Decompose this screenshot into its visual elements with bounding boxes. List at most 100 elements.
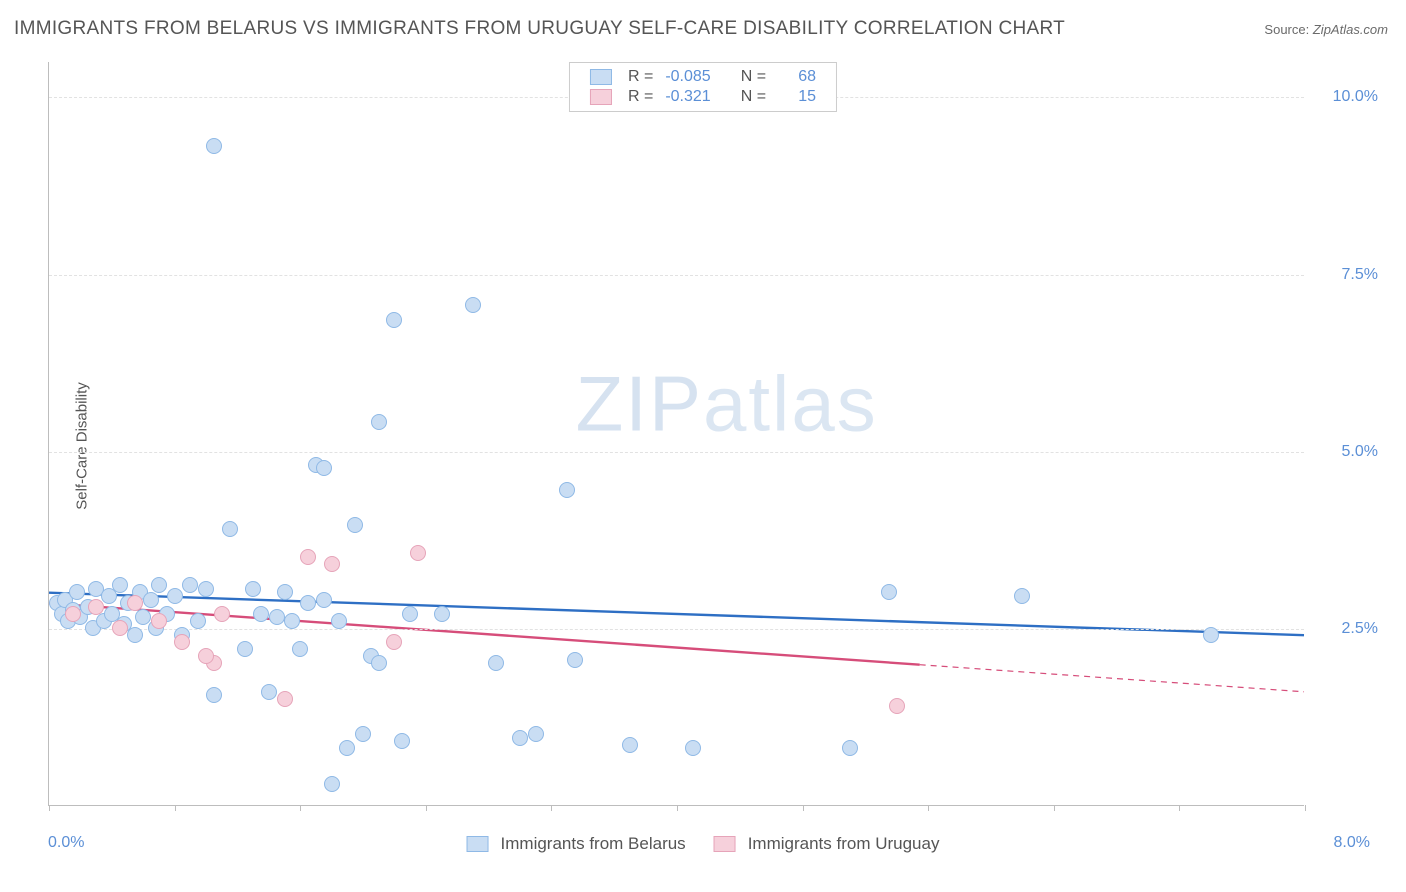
source-attribution: Source: ZipAtlas.com (1264, 22, 1388, 37)
legend-stat-row: R =-0.321 N =15 (584, 87, 822, 107)
data-point (410, 545, 426, 561)
source-value: ZipAtlas.com (1313, 22, 1388, 37)
data-point (206, 138, 222, 154)
n-value: 68 (772, 67, 822, 87)
x-tick (1305, 805, 1306, 811)
x-tick (928, 805, 929, 811)
data-point (324, 556, 340, 572)
data-point (65, 606, 81, 622)
data-point (190, 613, 206, 629)
legend-stats-box: R =-0.085 N =68 R =-0.321 N =15 (569, 62, 837, 112)
x-tick (677, 805, 678, 811)
r-value: -0.085 (659, 67, 716, 87)
legend-series: Immigrants from Belarus Immigrants from U… (467, 834, 940, 854)
x-tick (551, 805, 552, 811)
data-point (355, 726, 371, 742)
data-point (277, 691, 293, 707)
source-label: Source: (1264, 22, 1309, 37)
data-point (394, 733, 410, 749)
trend-line-dashed (920, 665, 1304, 692)
data-point (488, 655, 504, 671)
x-tick (175, 805, 176, 811)
legend-item: Immigrants from Uruguay (714, 834, 940, 854)
data-point (622, 737, 638, 753)
data-point (269, 609, 285, 625)
r-label: R = (622, 67, 659, 87)
data-point (261, 684, 277, 700)
data-point (292, 641, 308, 657)
legend-stats-table: R =-0.085 N =68 R =-0.321 N =15 (584, 67, 822, 107)
data-point (237, 641, 253, 657)
watermark-bold: ZIP (576, 359, 703, 447)
y-tick-label: 10.0% (1333, 88, 1378, 106)
data-point (567, 652, 583, 668)
legend-stat-row: R =-0.085 N =68 (584, 67, 822, 87)
gridline (49, 452, 1304, 453)
data-point (245, 581, 261, 597)
legend-label: Immigrants from Belarus (501, 834, 686, 854)
plot-area: ZIPatlas (48, 62, 1304, 806)
data-point (331, 613, 347, 629)
data-point (206, 687, 222, 703)
data-point (127, 595, 143, 611)
gridline (49, 629, 1304, 630)
y-tick-label: 5.0% (1342, 443, 1378, 461)
data-point (386, 634, 402, 650)
data-point (151, 613, 167, 629)
data-point (88, 599, 104, 615)
data-point (112, 620, 128, 636)
x-tick-label-max: 8.0% (1334, 834, 1370, 852)
y-tick-label: 7.5% (1342, 266, 1378, 284)
data-point (167, 588, 183, 604)
n-value: 15 (772, 87, 822, 107)
data-point (1014, 588, 1030, 604)
legend-item: Immigrants from Belarus (467, 834, 686, 854)
data-point (386, 312, 402, 328)
data-point (512, 730, 528, 746)
data-point (214, 606, 230, 622)
data-point (277, 584, 293, 600)
data-point (69, 584, 85, 600)
trend-lines-svg (49, 62, 1304, 805)
data-point (371, 655, 387, 671)
data-point (198, 648, 214, 664)
n-label: N = (735, 87, 772, 107)
data-point (284, 613, 300, 629)
data-point (222, 521, 238, 537)
data-point (324, 776, 340, 792)
x-tick (1054, 805, 1055, 811)
data-point (182, 577, 198, 593)
data-point (316, 460, 332, 476)
x-tick (49, 805, 50, 811)
x-tick-label-min: 0.0% (48, 834, 84, 852)
watermark-thin: atlas (703, 359, 878, 447)
data-point (685, 740, 701, 756)
data-point (174, 634, 190, 650)
legend-swatch (590, 89, 612, 105)
data-point (151, 577, 167, 593)
data-point (127, 627, 143, 643)
data-point (347, 517, 363, 533)
data-point (198, 581, 214, 597)
data-point (316, 592, 332, 608)
r-value: -0.321 (659, 87, 716, 107)
chart-title: IMMIGRANTS FROM BELARUS VS IMMIGRANTS FR… (14, 18, 1065, 40)
r-label: R = (622, 87, 659, 107)
n-label: N = (735, 67, 772, 87)
legend-label: Immigrants from Uruguay (748, 834, 940, 854)
legend-swatch (590, 69, 612, 85)
data-point (434, 606, 450, 622)
data-point (881, 584, 897, 600)
legend-swatch (714, 836, 736, 852)
watermark: ZIPatlas (576, 358, 878, 449)
data-point (465, 297, 481, 313)
data-point (143, 592, 159, 608)
data-point (528, 726, 544, 742)
x-tick (300, 805, 301, 811)
data-point (842, 740, 858, 756)
legend-swatch (467, 836, 489, 852)
data-point (112, 577, 128, 593)
data-point (339, 740, 355, 756)
x-tick (1179, 805, 1180, 811)
data-point (559, 482, 575, 498)
